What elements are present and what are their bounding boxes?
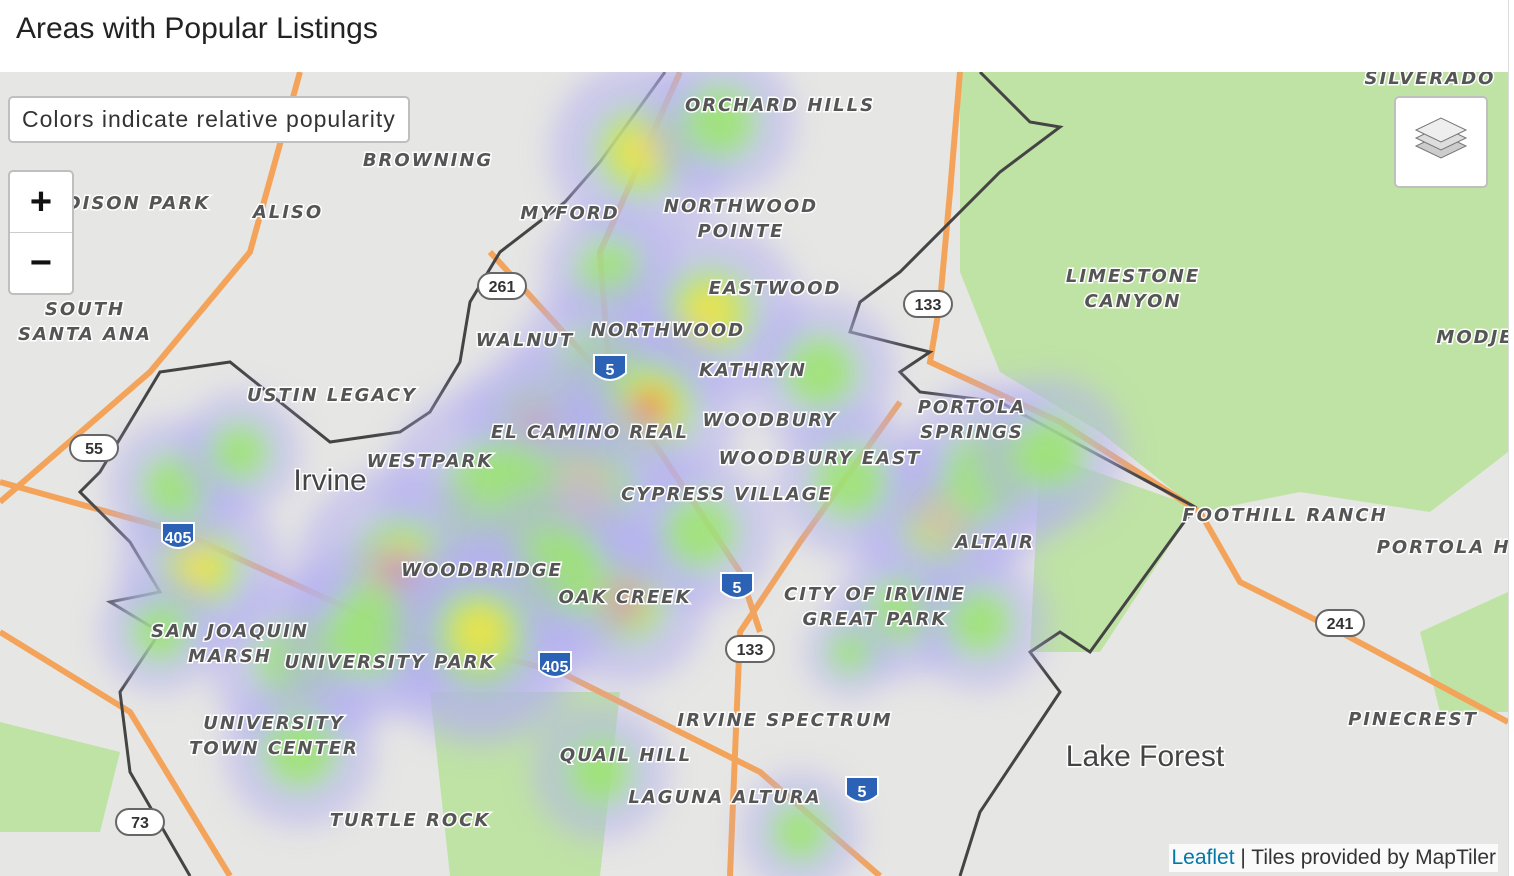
layers-control[interactable] [1394,96,1488,188]
area-label: POINTE [698,221,785,242]
layers-icon [1414,117,1468,159]
area-label: USTIN LEGACY [247,385,417,406]
route-number: 405 [542,659,569,676]
area-label: NORTHWOOD [664,196,818,217]
area-label: UNIVERSITY [203,713,344,734]
heat-blob [325,587,415,677]
place-label: Lake Forest [1066,740,1225,773]
route-shield [69,434,119,462]
place-label: Irvine [293,464,366,497]
heat-blob [210,422,270,482]
attribution: Leaflet | Tiles provided by MapTiler [1169,844,1498,872]
route-shield [725,635,775,663]
area-label: WOODBURY [703,410,838,431]
area-label: FOOTHILL RANCH [1182,505,1387,526]
area-label: PORTOLA [918,397,1027,418]
route-shield [903,290,953,318]
area-label: EASTWOOD [709,278,842,299]
interstate-shield [538,651,572,678]
zoom-out[interactable]: − [10,232,72,293]
heat-blob [566,738,634,806]
area-label: WOODBURY EAST [719,448,922,469]
area-label: CANYON [1085,291,1182,312]
area-label: LAGUNA ALTURA [628,787,821,808]
zoom-control: + − [8,170,74,295]
interstate-shield [720,572,754,599]
area-label: TURTLE ROCK [330,810,491,831]
route-number: 73 [131,815,149,832]
area-label: PORTOLA HI [1377,537,1508,558]
zoom-in[interactable]: + [29,181,53,223]
area-label: BROWNING [363,150,493,171]
area-label: IRVINE SPECTRUM [677,710,892,731]
area-label: EL CAMINO REAL [491,422,689,443]
area-label: MYFORD [520,203,619,224]
page-edge [1508,0,1514,876]
area-label: ALTAIR [953,532,1035,553]
heat-blob [662,494,738,570]
heat-blob [130,602,190,662]
interstate-shield [161,522,195,549]
route-shield [1315,609,1365,637]
route-number: 261 [489,279,516,296]
area-label: GREAT PARK [803,609,948,630]
heat-blob [452,604,508,660]
legend-note: Colors indicate relative popularity [8,96,410,143]
route-number: 55 [85,441,103,458]
area-label: SANTA ANA [18,324,152,345]
area-label: SOUTH [45,299,125,320]
heat-blob [262,714,338,790]
area-label: MODJE [1436,327,1508,348]
interstate-shield [845,776,879,803]
heat-blob [946,588,1014,656]
heat-blob [682,84,758,160]
area-label: WESTPARK [367,451,494,472]
attribution-text: | Tiles provided by MapTiler [1240,846,1496,869]
area-label: WALNUT [476,330,575,351]
area-label: CYPRESS VILLAGE [621,484,833,505]
area-label: WOODBRIDGE [401,560,563,581]
heat-blob [682,284,738,340]
heat-blob [827,629,873,675]
area-label: CITY OF IRVINE [784,584,966,605]
heat-blob [770,802,830,862]
area-label: LIMESTONE [1066,266,1200,287]
heat-blob [782,334,858,410]
area-label: NORTHWOOD [591,320,745,341]
route-number: 133 [915,297,942,314]
route-number: 405 [165,530,192,547]
area-label: MARSH [188,646,272,667]
area-label: ORCHARD HILLS [685,95,875,116]
route-number: 133 [737,642,764,659]
area-label: OAK CREEK [558,587,691,608]
route-number: 241 [1327,616,1354,633]
area-label: TOWN CENTER [189,738,359,759]
route-number: 5 [606,362,615,379]
area-label: SILVERADO [1365,72,1496,89]
area-label: PINECREST [1348,709,1478,730]
leaflet-link[interactable]: Leaflet [1171,846,1235,869]
area-label: UNIVERSITY PARK [285,652,496,673]
route-number: 5 [733,580,742,597]
interstate-shield [593,354,627,381]
route-number: 5 [858,784,867,801]
heat-blob [1012,414,1088,490]
title: Areas with Popular Listings [16,12,378,45]
route-shield [477,272,527,300]
area-label: KATHRYN [699,360,807,381]
heatmap [100,72,1125,876]
area-label: SPRINGS [920,422,1024,443]
area-label: QUAIL HILL [560,745,692,766]
area-label: SAN JOAQUIN [151,621,309,642]
route-shield [115,808,165,836]
area-label: ALISO [251,202,323,223]
heat-blob [812,444,888,520]
